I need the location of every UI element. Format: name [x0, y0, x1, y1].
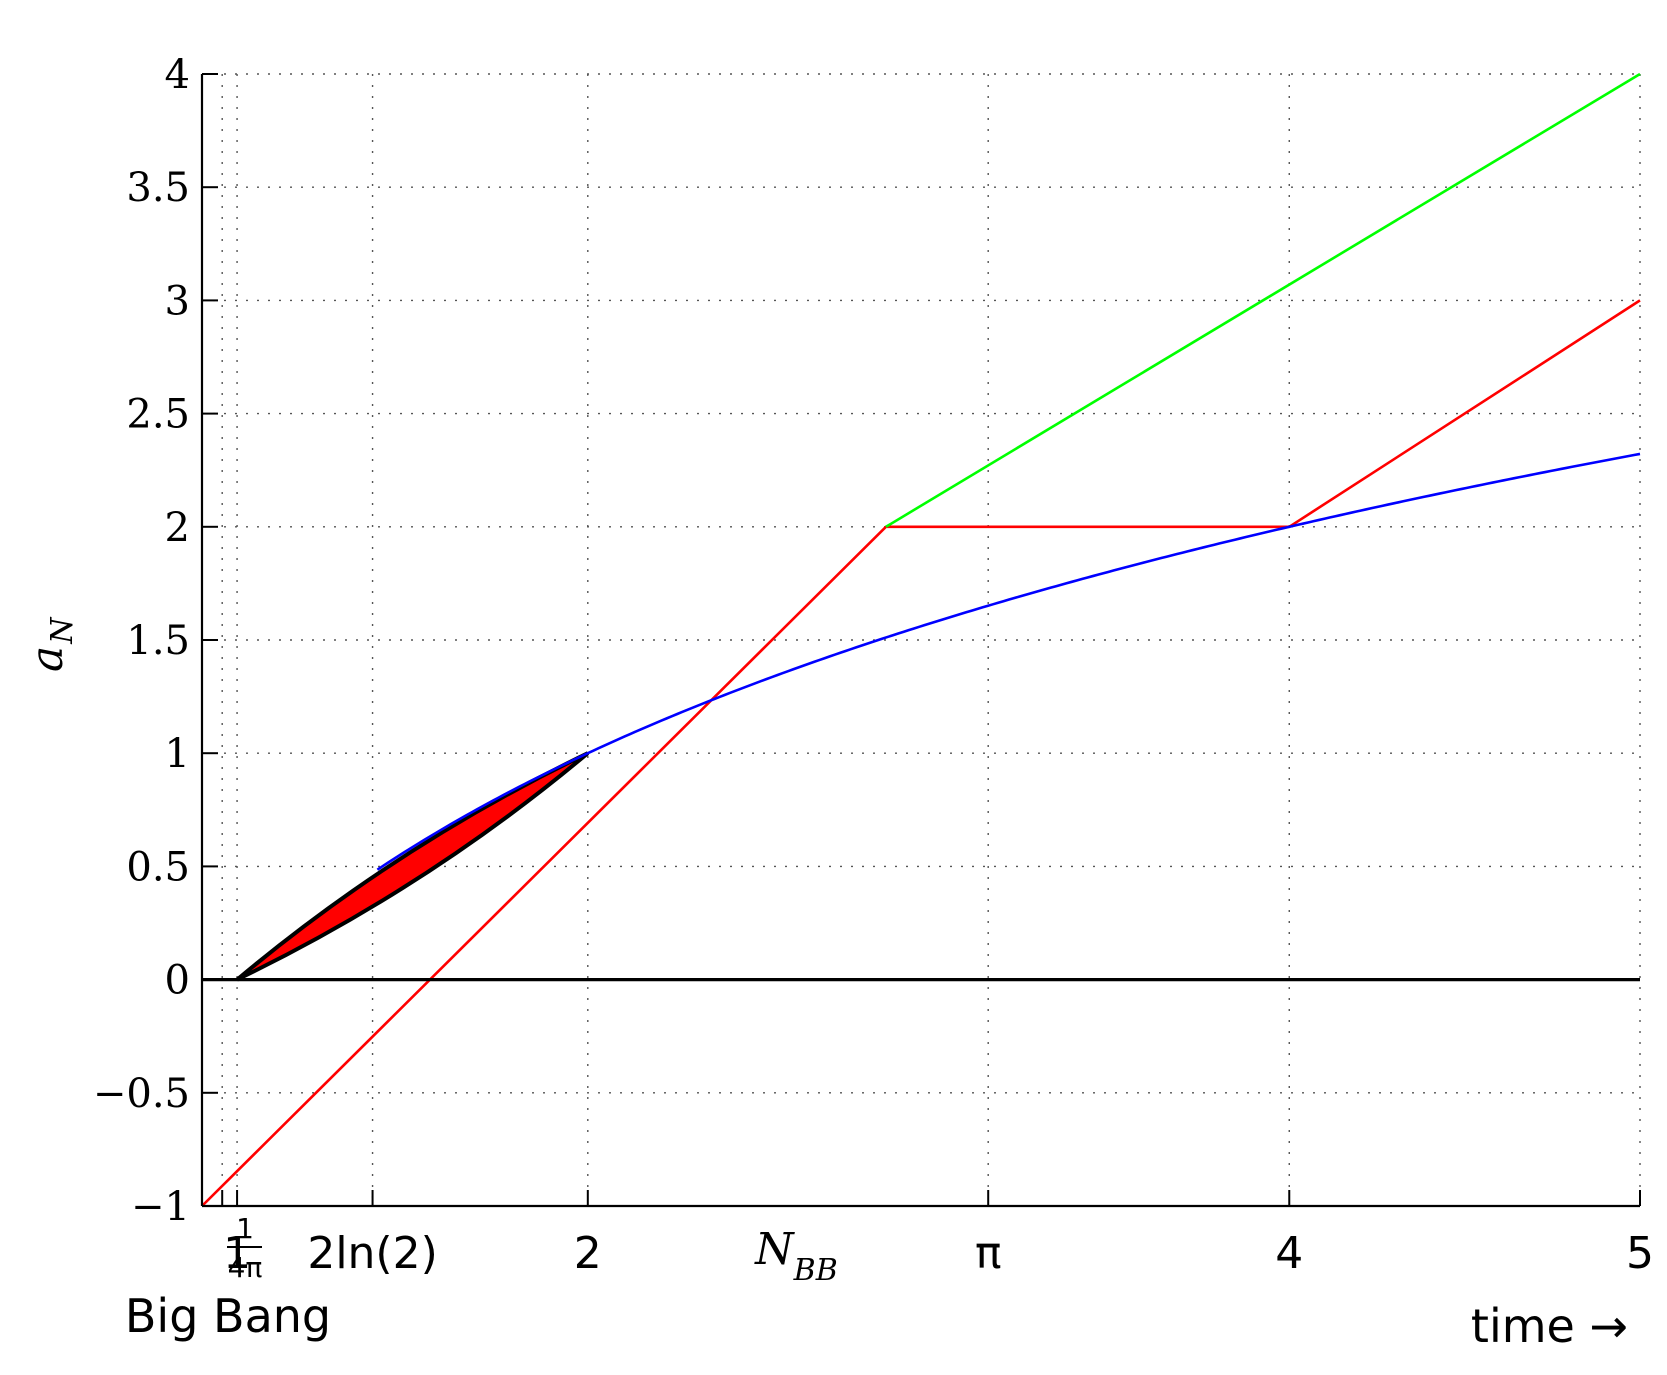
nbb-label: NBB — [754, 1224, 838, 1288]
series-lines — [201, 72, 1641, 1207]
y-tick-label: 0.5 — [126, 844, 190, 890]
series-line-0 — [201, 299, 1641, 1207]
y-tick-labels: −1 −0.5 0 0.5 1 1.5 2 2.5 3 3.5 4 — [93, 52, 218, 1230]
big-bang-label: Big Bang — [125, 1289, 331, 1343]
series-line-2 — [376, 452, 1641, 871]
time-arrow-label: time → — [1471, 1299, 1628, 1353]
x-tick-labels: 1 2ln(2) 2 π 4 5 — [221, 1190, 1654, 1279]
x-tick-label: 1 — [223, 1228, 251, 1279]
x-tick-label: π — [975, 1228, 1002, 1279]
x-tick-label: 2ln(2) — [307, 1228, 437, 1279]
y-tick-label: −0.5 — [93, 1071, 190, 1117]
series-line-1 — [885, 72, 1641, 528]
fraction-tick-numerator: 1 — [236, 1212, 254, 1245]
y-tick-label: 4 — [165, 52, 190, 98]
x-tick-label: 5 — [1626, 1228, 1654, 1279]
x-tick-label: 2 — [574, 1228, 602, 1279]
y-tick-label: −1 — [131, 1184, 190, 1230]
y-tick-label: 2.5 — [126, 392, 190, 438]
y-tick-label: 3 — [165, 278, 190, 324]
y-tick-label: 3.5 — [126, 165, 190, 211]
lens-region — [235, 751, 590, 982]
y-tick-label: 1.5 — [126, 618, 190, 664]
y-axis-label: aN — [22, 616, 80, 672]
y-tick-label: 1 — [165, 731, 190, 777]
grid — [202, 73, 1641, 1206]
fraction-tick-denominator: 4π — [228, 1251, 263, 1284]
y-tick-label: 0 — [165, 958, 190, 1004]
lens-fill — [235, 751, 590, 982]
y-tick-label: 2 — [165, 505, 190, 551]
x-tick-label: 4 — [1275, 1228, 1303, 1279]
